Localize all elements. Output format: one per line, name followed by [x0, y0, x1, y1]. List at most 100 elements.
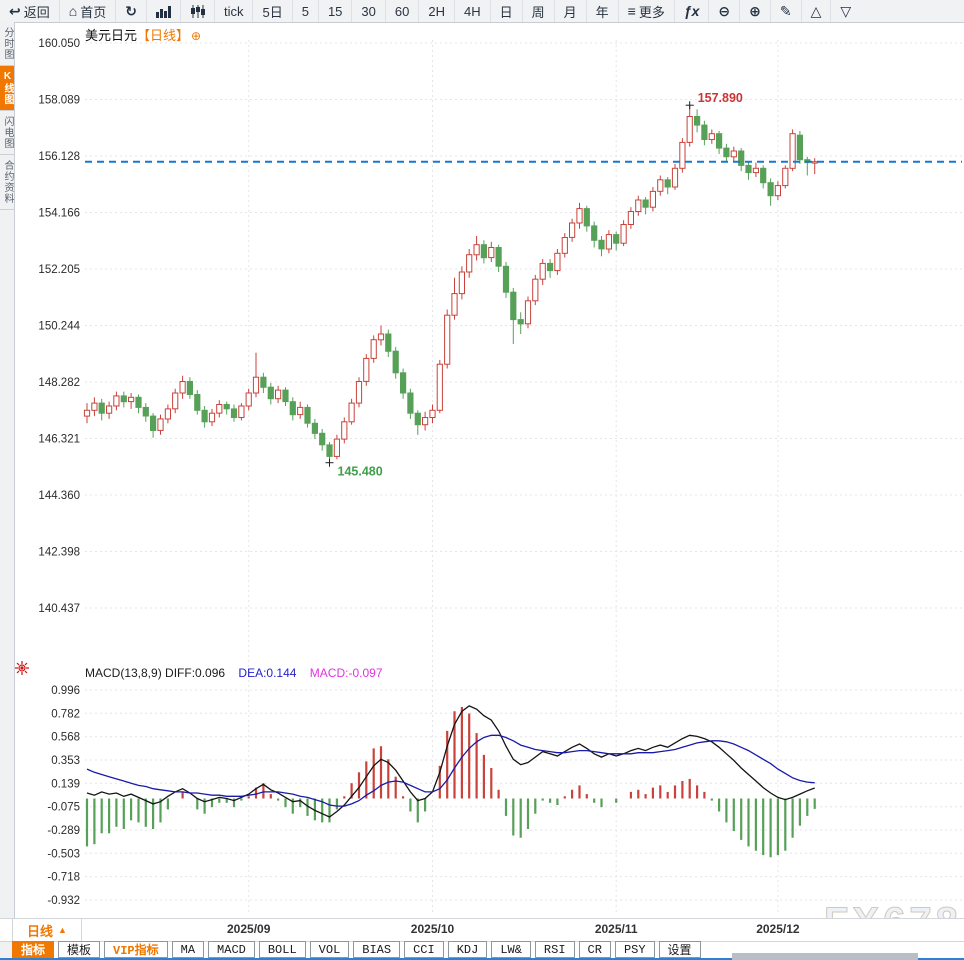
- period-label: 日线: [27, 923, 54, 939]
- refresh-icon: ↻: [125, 3, 137, 19]
- triangle-down-icon: ▽: [840, 3, 852, 19]
- svg-text:-0.289: -0.289: [47, 825, 80, 837]
- svg-text:0.353: 0.353: [51, 755, 80, 767]
- home-button-label: 首页: [80, 4, 107, 20]
- toolbar: ↩ 返回 ⌂ 首页 ↻ tick 5日 5 15 30 60 2H 4H 日周月年 ≡ 更多 ƒx ⊖ ⊕ ✎ △ ▽: [0, 0, 964, 23]
- home-icon: ⌂: [68, 3, 78, 19]
- left-tab-strip: 分时图 K线图 闪电图 合约资料: [0, 22, 15, 960]
- timeframe-15-button[interactable]: 15: [319, 0, 353, 22]
- svg-text:-0.075: -0.075: [47, 802, 80, 814]
- horizontal-scrollbar-thumb[interactable]: [732, 953, 918, 960]
- tab-kdj[interactable]: KDJ: [447, 941, 488, 958]
- bottom-accent-line: [0, 958, 964, 960]
- tab-cr[interactable]: CR: [578, 941, 611, 958]
- timeframe-2h-button[interactable]: 2H: [419, 0, 455, 22]
- timeframe-label: 【日线】: [137, 28, 190, 43]
- pencil-icon: ✎: [779, 3, 792, 19]
- sidebar-tab-timeshare[interactable]: 分时图: [0, 22, 14, 66]
- tab-indicator[interactable]: 指标: [12, 941, 55, 958]
- svg-text:160.050: 160.050: [38, 38, 80, 50]
- chart-title: 美元日元【日线】 ⊕: [85, 25, 201, 44]
- svg-text:150.244: 150.244: [38, 321, 80, 333]
- svg-text:152.205: 152.205: [38, 264, 80, 276]
- back-icon: ↩: [9, 3, 21, 19]
- svg-text:-0.932: -0.932: [47, 895, 80, 907]
- timeframe-day-button[interactable]: 日: [491, 0, 523, 22]
- zoom-out-button[interactable]: ⊖: [709, 0, 741, 22]
- zoom-in-icon: ⊕: [749, 3, 761, 19]
- home-button[interactable]: ⌂ 首页: [60, 0, 117, 22]
- more-button[interactable]: ≡ 更多: [619, 0, 675, 22]
- svg-text:157.890: 157.890: [698, 91, 743, 105]
- symbol-name: 美元日元: [85, 28, 138, 43]
- tab-settings[interactable]: 设置: [658, 941, 701, 958]
- sidebar-tab-lightning[interactable]: 闪电图: [0, 111, 14, 155]
- tab-ma[interactable]: MA: [171, 941, 205, 958]
- tab-cci[interactable]: CCI: [404, 941, 444, 958]
- bar-chart-button[interactable]: [147, 0, 181, 22]
- tab-vip-indicator[interactable]: VIP指标: [104, 941, 168, 958]
- candlestick-button[interactable]: [181, 0, 215, 22]
- macd-dea-value: DEA:0.144: [238, 666, 297, 680]
- timeframe-4h-button-label: 4H: [463, 3, 481, 19]
- sidebar-tab-kline[interactable]: K线图: [0, 66, 14, 111]
- timeframe-30-button[interactable]: 30: [352, 0, 386, 22]
- timeframe-5d-button[interactable]: 5日: [253, 0, 293, 22]
- macd-header: MACD(13,8,9) DIFF:0.096 DEA:0.144 MACD:-…: [85, 666, 383, 680]
- svg-text:-0.718: -0.718: [47, 872, 80, 884]
- timeframe-month-button-label: 月: [563, 4, 577, 20]
- timeframe-week-button[interactable]: 周: [523, 0, 555, 22]
- svg-text:142.398: 142.398: [38, 547, 80, 559]
- bar-chart-icon: [155, 5, 171, 18]
- triangle-up-icon: △: [810, 3, 822, 19]
- indicator-settings-icon[interactable]: [14, 660, 30, 676]
- x-axis-month-label: 2025/10: [410, 922, 455, 936]
- triangle-up-button[interactable]: △: [802, 0, 832, 22]
- macd-params: MACD(13,8,9): [85, 666, 162, 680]
- timeframe-4h-button[interactable]: 4H: [455, 0, 491, 22]
- tab-psy[interactable]: PSY: [614, 941, 655, 958]
- tab-macd[interactable]: MACD: [208, 941, 255, 958]
- timeframe-2h-button-label: 2H: [428, 3, 445, 19]
- x-axis-month-label: 2025/11: [594, 922, 638, 936]
- timeframe-60-button[interactable]: 60: [386, 0, 420, 22]
- timeframe-day-button-label: 日: [499, 4, 513, 20]
- timeframe-month-button[interactable]: 月: [555, 0, 587, 22]
- tab-vol[interactable]: VOL: [309, 941, 350, 958]
- timeframe-5-button[interactable]: 5: [293, 0, 319, 22]
- svg-text:154.166: 154.166: [38, 208, 80, 220]
- timeframe-week-button-label: 周: [531, 4, 545, 20]
- fx-button[interactable]: ƒx: [675, 0, 710, 22]
- tab-boll[interactable]: BOLL: [258, 941, 306, 958]
- timeframe-60-button-label: 60: [394, 3, 410, 19]
- tab-bias[interactable]: BIAS: [353, 941, 401, 958]
- tick-button[interactable]: tick: [215, 0, 254, 22]
- svg-text:145.480: 145.480: [338, 465, 383, 479]
- svg-text:0.139: 0.139: [51, 778, 80, 790]
- macd-diff-value: DIFF:0.096: [165, 666, 226, 680]
- triangle-down-button[interactable]: ▽: [831, 0, 860, 22]
- timeframe-15-button-label: 15: [327, 3, 343, 19]
- x-axis-row: 日线 ▲ 2025/09 2025/10 2025/11 2025/12: [0, 918, 964, 942]
- svg-text:156.128: 156.128: [38, 151, 80, 163]
- timeframe-year-button-label: 年: [595, 4, 609, 20]
- tick-button-label: tick: [223, 3, 244, 19]
- back-button[interactable]: ↩ 返回: [0, 0, 60, 22]
- svg-text:-0.503: -0.503: [47, 848, 80, 860]
- tab-lw[interactable]: LW&: [491, 941, 531, 958]
- svg-text:0.568: 0.568: [51, 732, 80, 744]
- expand-icon[interactable]: ⊕: [191, 29, 202, 43]
- tab-template[interactable]: 模板: [58, 941, 101, 958]
- svg-text:144.360: 144.360: [38, 490, 80, 502]
- refresh-button[interactable]: ↻: [116, 0, 147, 22]
- tab-rsi[interactable]: RSI: [534, 941, 575, 958]
- period-selector-button[interactable]: 日线 ▲: [12, 919, 82, 941]
- timeframe-year-button[interactable]: 年: [587, 0, 619, 22]
- timeframe-5d-button-label: 5日: [262, 4, 283, 20]
- x-axis-month-label: 2025/09: [226, 922, 271, 936]
- sidebar-tab-contract-info[interactable]: 合约资料: [0, 155, 14, 210]
- zoom-out-icon: ⊖: [718, 3, 731, 19]
- zoom-in-button[interactable]: ⊕: [740, 0, 771, 22]
- draw-button[interactable]: ✎: [771, 0, 802, 22]
